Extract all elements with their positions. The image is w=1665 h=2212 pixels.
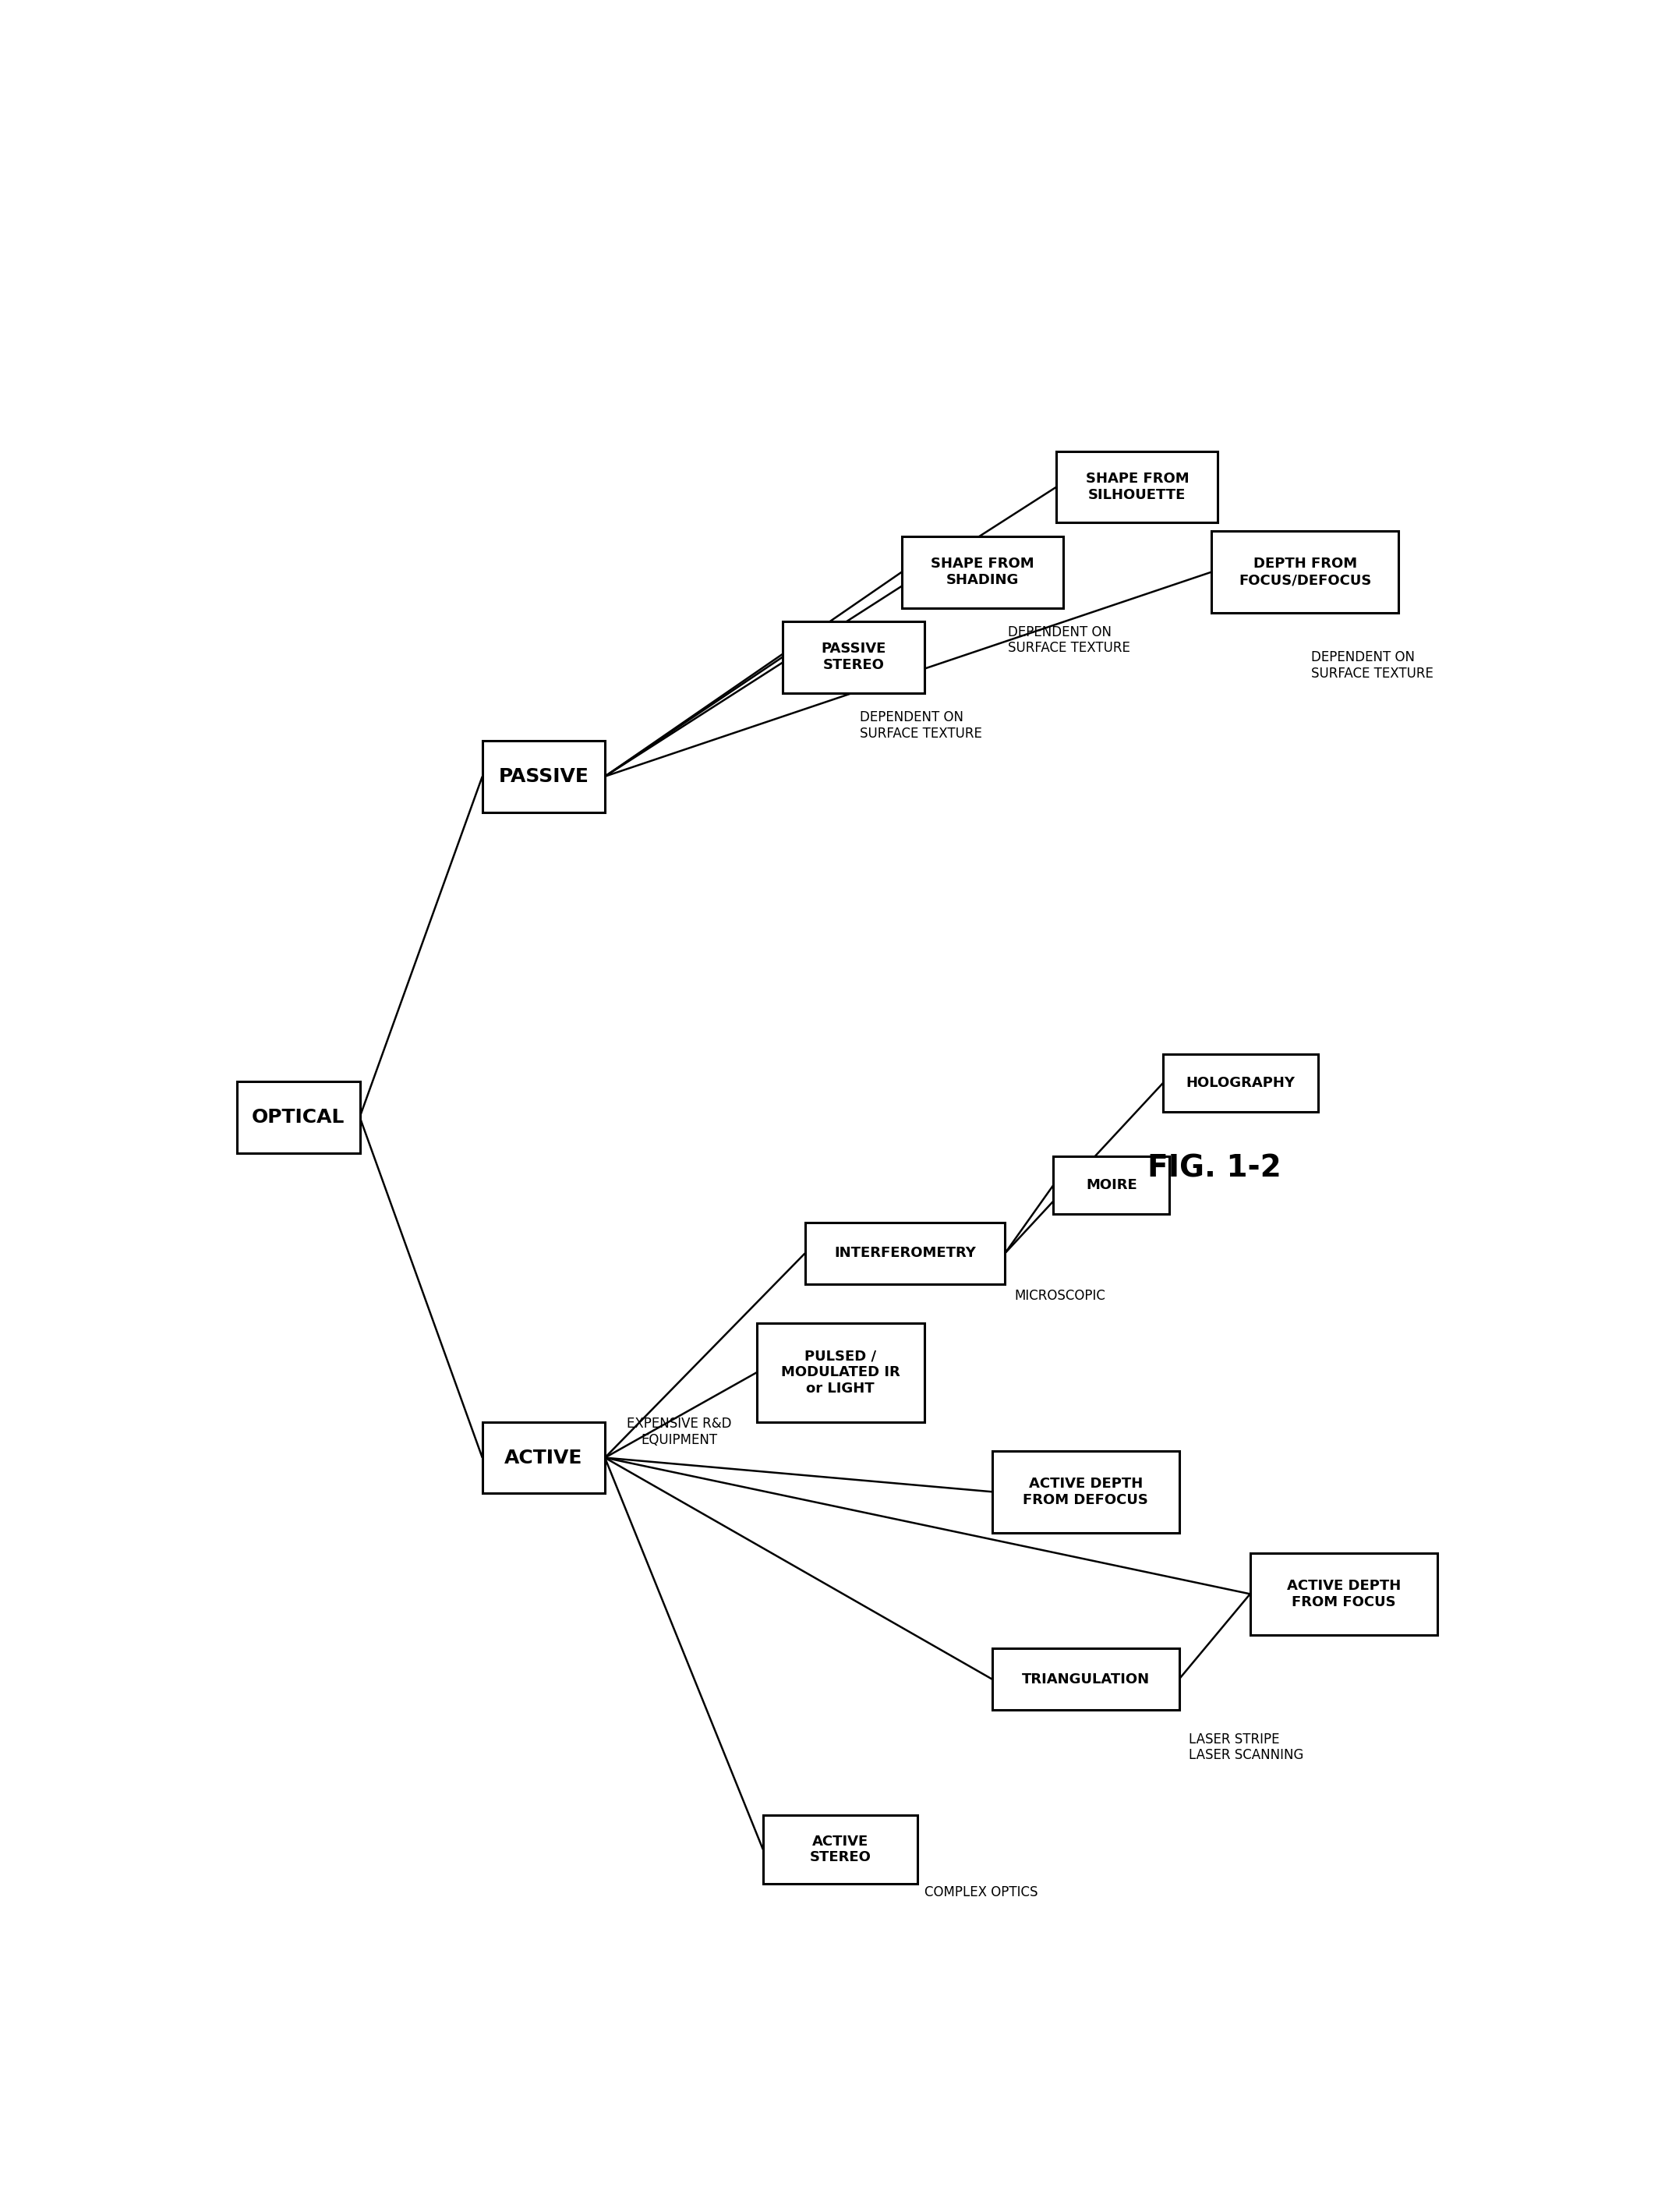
FancyBboxPatch shape bbox=[483, 1422, 604, 1493]
FancyBboxPatch shape bbox=[1212, 531, 1399, 613]
Text: DEPTH FROM
FOCUS/DEFOCUS: DEPTH FROM FOCUS/DEFOCUS bbox=[1239, 557, 1372, 586]
Text: ACTIVE DEPTH
FROM FOCUS: ACTIVE DEPTH FROM FOCUS bbox=[1287, 1579, 1400, 1608]
Text: ACTIVE DEPTH
FROM DEFOCUS: ACTIVE DEPTH FROM DEFOCUS bbox=[1022, 1478, 1149, 1506]
Text: MICROSCOPIC: MICROSCOPIC bbox=[1014, 1290, 1106, 1303]
Text: HOLOGRAPHY: HOLOGRAPHY bbox=[1185, 1075, 1295, 1091]
FancyBboxPatch shape bbox=[1054, 1157, 1169, 1214]
Text: PASSIVE: PASSIVE bbox=[498, 768, 589, 785]
Text: DEPENDENT ON
SURFACE TEXTURE: DEPENDENT ON SURFACE TEXTURE bbox=[1009, 626, 1131, 655]
FancyBboxPatch shape bbox=[992, 1451, 1179, 1533]
Text: SHAPE FROM
SHADING: SHAPE FROM SHADING bbox=[931, 557, 1034, 586]
Text: DEPENDENT ON
SURFACE TEXTURE: DEPENDENT ON SURFACE TEXTURE bbox=[859, 710, 982, 741]
FancyBboxPatch shape bbox=[783, 622, 924, 692]
Text: SHAPE FROM
SILHOUETTE: SHAPE FROM SILHOUETTE bbox=[1086, 471, 1189, 502]
Text: OPTICAL: OPTICAL bbox=[251, 1108, 345, 1126]
Text: LASER STRIPE
LASER SCANNING: LASER STRIPE LASER SCANNING bbox=[1189, 1732, 1304, 1763]
Text: INTERFEROMETRY: INTERFEROMETRY bbox=[834, 1245, 976, 1261]
Text: EXPENSIVE R&D
EQUIPMENT: EXPENSIVE R&D EQUIPMENT bbox=[626, 1418, 731, 1447]
Text: COMPLEX OPTICS: COMPLEX OPTICS bbox=[924, 1885, 1037, 1900]
Text: ACTIVE
STEREO: ACTIVE STEREO bbox=[809, 1834, 871, 1865]
FancyBboxPatch shape bbox=[756, 1323, 924, 1422]
Text: PASSIVE
STEREO: PASSIVE STEREO bbox=[821, 641, 886, 672]
FancyBboxPatch shape bbox=[483, 741, 604, 812]
FancyBboxPatch shape bbox=[804, 1223, 1006, 1283]
FancyBboxPatch shape bbox=[763, 1816, 917, 1885]
Text: FIG. 1-2: FIG. 1-2 bbox=[1147, 1152, 1282, 1183]
FancyBboxPatch shape bbox=[1250, 1553, 1437, 1635]
Text: DEPENDENT ON
SURFACE TEXTURE: DEPENDENT ON SURFACE TEXTURE bbox=[1312, 650, 1434, 681]
FancyBboxPatch shape bbox=[236, 1082, 360, 1152]
FancyBboxPatch shape bbox=[902, 535, 1062, 608]
Text: ACTIVE: ACTIVE bbox=[504, 1449, 583, 1467]
FancyBboxPatch shape bbox=[992, 1648, 1179, 1710]
FancyBboxPatch shape bbox=[1057, 451, 1217, 522]
Text: MOIRE: MOIRE bbox=[1086, 1179, 1137, 1192]
Text: PULSED /
MODULATED IR
or LIGHT: PULSED / MODULATED IR or LIGHT bbox=[781, 1349, 901, 1396]
FancyBboxPatch shape bbox=[1162, 1055, 1319, 1113]
Text: TRIANGULATION: TRIANGULATION bbox=[1022, 1672, 1149, 1686]
